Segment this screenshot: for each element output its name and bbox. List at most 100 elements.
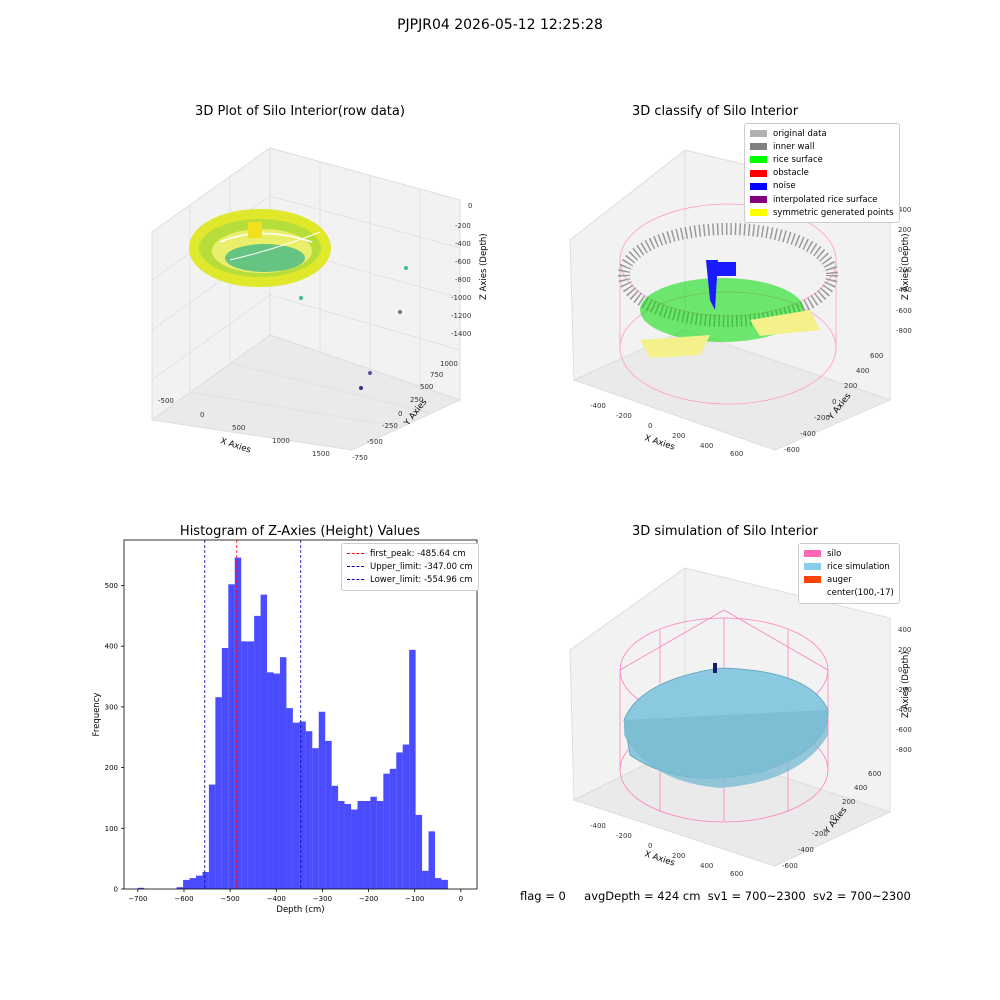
y-tick: 750 — [430, 371, 443, 379]
y-tick-label: 400 — [105, 643, 118, 651]
histogram-bar — [299, 721, 306, 889]
legend-item: Upper_limit: -347.00 cm — [347, 560, 473, 573]
legend-label: Upper_limit: -347.00 cm — [370, 561, 473, 572]
histogram-bar — [202, 872, 209, 889]
raw-x-label: X Axies — [219, 436, 252, 455]
legend-label: symmetric generated points — [773, 207, 894, 218]
histogram-bar — [241, 641, 248, 889]
y-tick-label: 500 — [105, 582, 118, 590]
histogram-bar — [260, 594, 268, 889]
x-tick-label: −400 — [267, 895, 286, 903]
legend-label: interpolated rice surface — [773, 194, 878, 205]
histogram-bar — [267, 672, 274, 889]
legend-swatch — [750, 209, 767, 217]
legend-label: original data — [773, 128, 827, 139]
classify-plot-title: 3D classify of Silo Interior — [631, 104, 799, 119]
classify-rice-surface — [640, 278, 820, 358]
x-tick: 0 — [200, 411, 204, 419]
x-tick: 1500 — [312, 450, 330, 458]
y-tick: 200 — [844, 382, 857, 390]
z-tick: 200 — [898, 646, 911, 654]
legend-item: original data — [750, 127, 894, 140]
x-tick: 200 — [672, 432, 685, 440]
z-tick: -400 — [896, 286, 912, 294]
classify-y-ticks: -600 -400 -200 0 200 400 600 — [784, 352, 883, 454]
y-tick: -250 — [382, 422, 398, 430]
legend-swatch — [804, 589, 821, 597]
histogram-legend: first_peak: -485.64 cm Upper_limit: -347… — [341, 543, 479, 591]
y-tick-label: 200 — [105, 764, 118, 772]
histogram-bar — [409, 649, 416, 889]
raw-axes-box — [150, 147, 462, 451]
histogram-bar — [273, 673, 280, 889]
legend-item: inner wall — [750, 140, 894, 153]
histogram-bar — [428, 831, 436, 889]
histogram-bar — [183, 879, 190, 889]
x-tick: -400 — [590, 402, 606, 410]
y-tick: 500 — [420, 383, 433, 391]
x-tick-label: −700 — [128, 895, 147, 903]
z-tick: -1400 — [451, 330, 471, 338]
histogram-bar — [370, 796, 377, 889]
z-tick: 0 — [898, 666, 902, 674]
histogram-bar — [357, 800, 364, 889]
legend-swatch — [804, 576, 821, 584]
histogram-bar — [415, 814, 423, 889]
histogram-bar — [325, 740, 332, 889]
classify-x-ticks: -400 -200 0 200 400 600 — [590, 402, 743, 458]
x-tick: 200 — [672, 852, 685, 860]
legend-item: rice simulation — [804, 560, 894, 573]
x-tick: 500 — [232, 424, 245, 432]
y-tick: 0 — [398, 410, 402, 418]
histogram-frame — [123, 539, 478, 890]
legend-item: auger — [804, 573, 894, 586]
z-tick: -400 — [455, 240, 471, 248]
z-tick: -1200 — [451, 312, 471, 320]
raw-outlier-points — [299, 266, 408, 390]
histogram-bar — [435, 878, 442, 889]
simulation-y-ticks: -600 -400 -200 0 200 400 600 — [782, 770, 881, 870]
y-tick: -200 — [814, 414, 830, 422]
x-tick: -200 — [616, 832, 632, 840]
histogram-bar — [221, 648, 229, 889]
simulation-auger — [713, 663, 717, 673]
histogram-x-label: Depth (cm) — [276, 905, 324, 915]
histogram-bar — [279, 657, 287, 889]
histogram-bar — [441, 879, 448, 889]
histogram-title: Histogram of Z-Axies (Height) Values — [179, 524, 421, 539]
z-tick: -400 — [896, 706, 912, 714]
y-tick: -750 — [352, 454, 368, 462]
legend-label: obstacle — [773, 168, 809, 179]
histogram-bar — [305, 731, 313, 889]
raw-plot-title: 3D Plot of Silo Interior(row data) — [195, 104, 405, 119]
x-tick: -400 — [590, 822, 606, 830]
legend-swatch — [347, 566, 364, 568]
histogram-bar — [254, 615, 261, 889]
classify-legend: original data inner wall rice surface ob… — [744, 123, 900, 224]
z-tick: 200 — [898, 226, 911, 234]
histogram-bar — [383, 773, 390, 889]
legend-label: auger — [827, 574, 852, 585]
z-tick: -600 — [455, 258, 471, 266]
legend-swatch — [804, 550, 821, 558]
raw-3d-plot: -500 0 500 1000 1500 X Axies -750 -500 -… — [150, 147, 489, 462]
classify-noise — [706, 260, 736, 310]
x-tick-label: 0 — [459, 895, 463, 903]
legend-item: obstacle — [750, 167, 894, 180]
z-tick: -200 — [455, 222, 471, 230]
y-tick: 200 — [842, 798, 855, 806]
z-tick: 0 — [468, 202, 472, 210]
raw-point-cloud — [189, 209, 331, 287]
z-tick: 400 — [898, 206, 911, 214]
y-tick: -400 — [798, 846, 814, 854]
histogram-bar — [234, 557, 242, 889]
legend-label: silo — [827, 548, 842, 559]
x-tick: -200 — [616, 412, 632, 420]
y-tick: 400 — [854, 784, 867, 792]
simulation-legend: silo rice simulation auger center(100,-1… — [798, 543, 900, 604]
y-tick: 1000 — [440, 360, 458, 368]
histogram-bar — [376, 800, 384, 889]
histogram-bar — [422, 870, 429, 889]
raw-z-ticks: 0 -200 -400 -600 -800 -1000 -1200 -1400 — [451, 202, 472, 338]
y-tick: -600 — [784, 446, 800, 454]
